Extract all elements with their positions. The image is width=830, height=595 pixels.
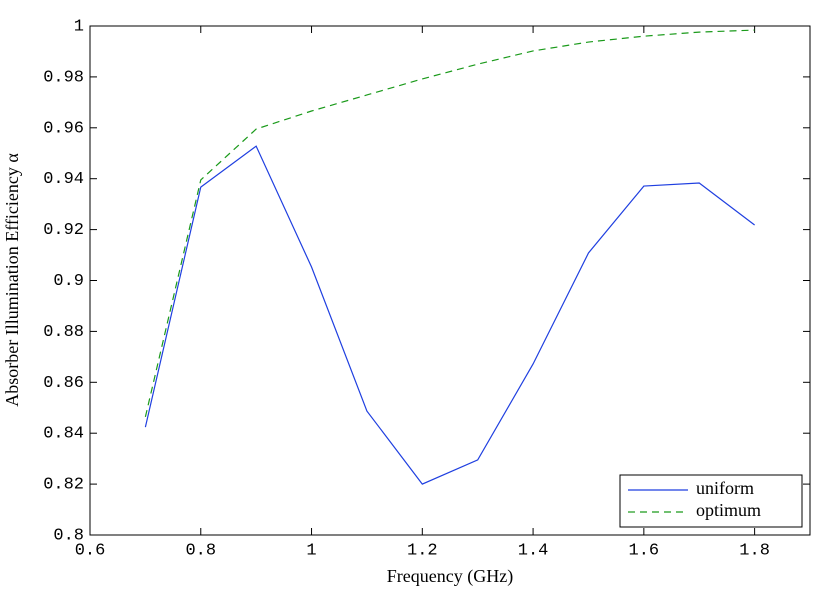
- y-axis-label: Absorber Illumination Efficiency α: [2, 153, 22, 407]
- x-tick-label: 0.6: [75, 541, 106, 560]
- x-tick-label: 1.6: [629, 541, 660, 560]
- x-tick-label: 1.4: [518, 541, 549, 560]
- series-line: [144, 145, 755, 485]
- y-tick-label: 0.84: [43, 425, 84, 444]
- legend-label: optimum: [696, 500, 761, 520]
- x-tick-label: 0.8: [185, 541, 216, 560]
- y-tick-label: 0.96: [43, 119, 84, 138]
- y-tick-label: 0.94: [43, 170, 84, 189]
- series-line: [144, 29, 755, 418]
- x-tick-label: 1.2: [407, 541, 438, 560]
- y-tick-label: 0.8: [53, 526, 84, 545]
- x-tick-label: 1.8: [739, 541, 770, 560]
- y-tick-label: 0.98: [43, 68, 84, 87]
- y-tick-label: 0.9: [53, 272, 84, 291]
- y-tick-label: 1: [74, 17, 84, 36]
- x-axis-label: Frequency (GHz): [387, 566, 513, 587]
- y-tick-label: 0.86: [43, 374, 84, 393]
- x-tick-label: 1: [306, 541, 316, 560]
- legend-label: uniform: [696, 478, 754, 498]
- y-tick-label: 0.88: [43, 323, 84, 342]
- y-tick-label: 0.92: [43, 221, 84, 240]
- legend-box: [619, 474, 803, 528]
- y-tick-label: 0.82: [43, 476, 84, 495]
